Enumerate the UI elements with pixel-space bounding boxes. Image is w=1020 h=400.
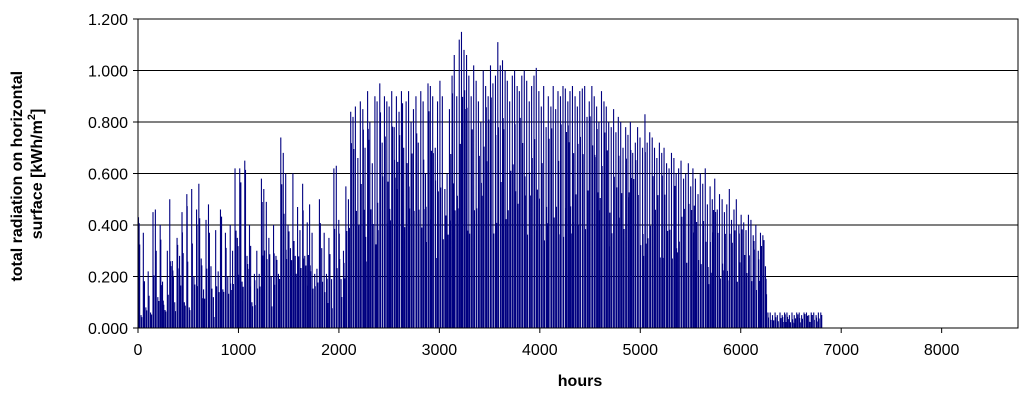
y-axis-title-line1: total radiation on horizontal [9, 71, 26, 282]
x-tick-label: 3000 [422, 342, 458, 359]
data-series [137, 31, 823, 328]
x-tick-label: 4000 [522, 342, 558, 359]
x-tick-label: 8000 [924, 342, 960, 359]
x-tick-label: 2000 [321, 342, 357, 359]
x-tick-label: 1000 [221, 342, 257, 359]
y-axis-title: total radiation on horizontal surface [k… [9, 66, 46, 281]
x-tick-label: 6000 [723, 342, 759, 359]
x-tick-label: 0 [134, 342, 143, 359]
y-tick-label: 0.400 [88, 218, 128, 235]
y-tick-label: 0.800 [88, 115, 128, 132]
x-tick-label: 5000 [622, 342, 658, 359]
y-axis-title-unit-exponent: 2 [26, 114, 38, 120]
radiation-series-spikes [137, 31, 823, 328]
y-tick-label: 1.000 [88, 64, 128, 81]
y-axis-title-unit-suffix: ] [29, 109, 46, 114]
x-axis-title: hours [558, 373, 603, 390]
y-tick-label: 0.200 [88, 270, 128, 287]
y-tick-label: 0.000 [88, 321, 128, 338]
x-tick-labels: 0 1000 2000 3000 4000 5000 6000 7000 8000 [134, 328, 960, 359]
y-tick-label: 1.200 [88, 12, 128, 29]
y-axis-title-line2: surface [kWh/m2] [26, 109, 46, 240]
y-tick-labels: 0.000 0.200 0.400 0.600 0.800 1.000 1.200 [88, 12, 138, 338]
x-tick-label: 7000 [823, 342, 859, 359]
y-tick-label: 0.600 [88, 167, 128, 184]
y-axis-title-unit-prefix: surface [kWh/m [29, 120, 46, 239]
